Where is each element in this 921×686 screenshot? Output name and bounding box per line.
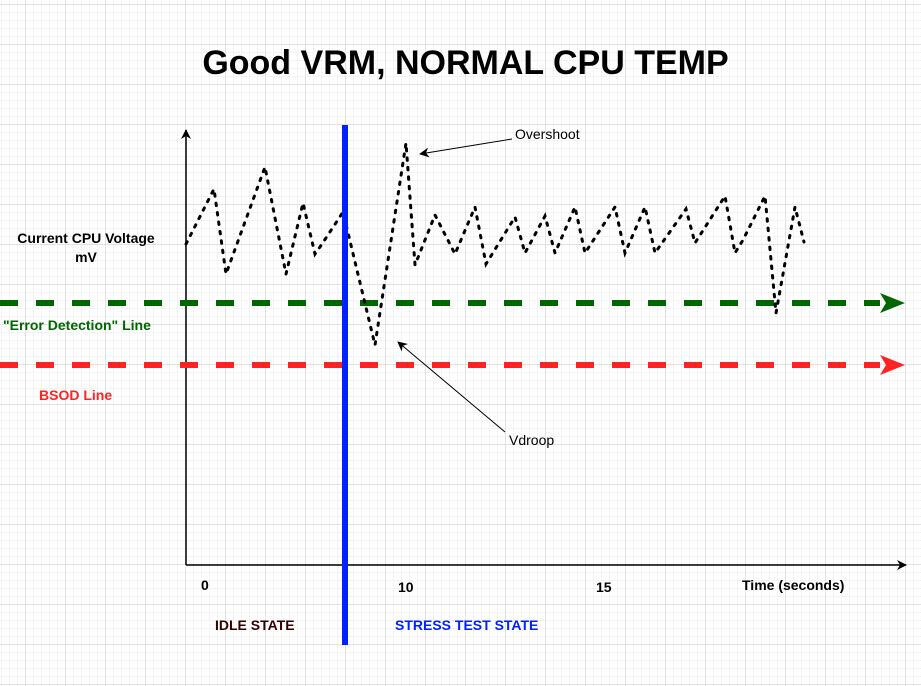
error-detection-label: "Error Detection" Line	[3, 317, 151, 333]
voltage-waveform	[184, 142, 806, 346]
bsod-arrowhead	[880, 355, 905, 375]
x-tick-10: 10	[398, 579, 414, 595]
y-axis-label: Current CPU Voltage mV	[0, 229, 172, 267]
x-tick-0: 0	[201, 577, 209, 593]
x-tick-15: 15	[596, 579, 612, 595]
stress-state-label: STRESS TEST STATE	[395, 617, 539, 633]
overshoot-arrow	[419, 138, 513, 158]
page-title: Good VRM, NORMAL CPU TEMP	[202, 44, 729, 82]
overshoot-label: Overshoot	[515, 126, 580, 142]
idle-state-label: IDLE STATE	[215, 617, 295, 633]
x-axis-label: Time (seconds)	[742, 577, 845, 593]
error-detection-arrowhead	[880, 293, 905, 313]
y-axis-label-line1: Current CPU Voltage	[17, 230, 155, 246]
bsod-label: BSOD Line	[39, 387, 113, 403]
vdroop-arrow	[397, 341, 506, 433]
y-axis-label-line2: mV	[75, 249, 97, 265]
vdroop-label: Vdroop	[509, 432, 555, 448]
